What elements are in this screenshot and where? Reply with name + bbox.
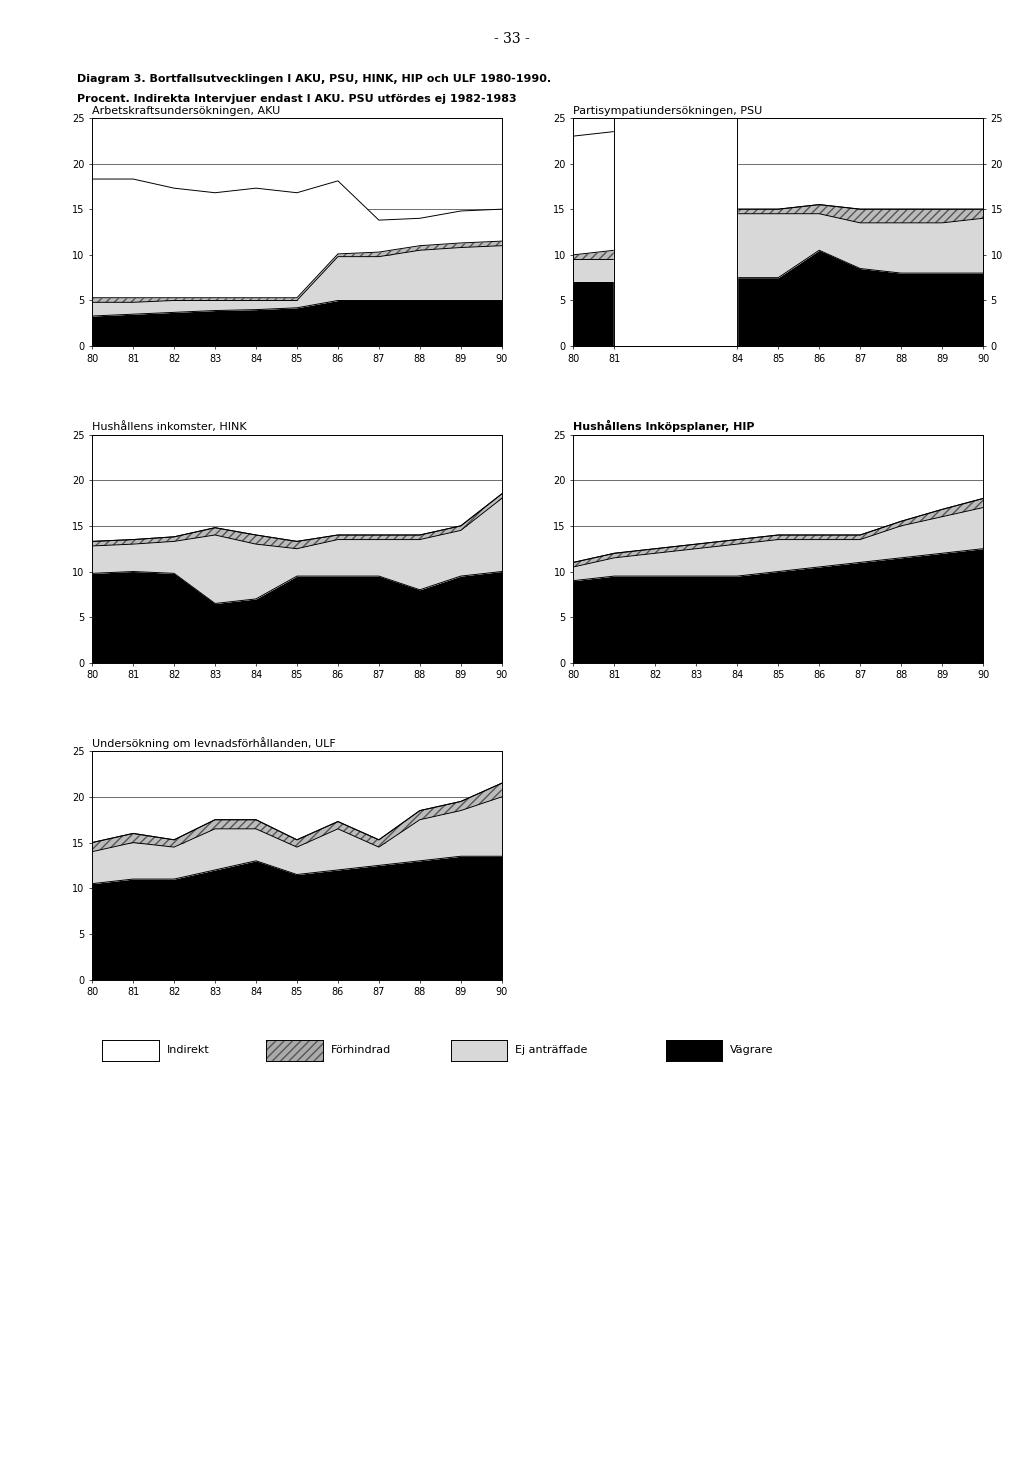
Text: Diagram 3. Bortfallsutvecklingen I AKU, PSU, HINK, HIP och ULF 1980-1990.: Diagram 3. Bortfallsutvecklingen I AKU, … <box>77 74 551 84</box>
Text: Undersökning om levnadsförhållanden, ULF: Undersökning om levnadsförhållanden, ULF <box>92 736 336 750</box>
Text: Indirekt: Indirekt <box>167 1046 210 1055</box>
Text: Arbetskraftsundersökningen, AKU: Arbetskraftsundersökningen, AKU <box>92 106 281 116</box>
Text: Hushållens Inköpsplaner, HIP: Hushållens Inköpsplaner, HIP <box>573 420 755 433</box>
Text: Procent. Indirekta Intervjuer endast I AKU. PSU utfördes ej 1982-1983: Procent. Indirekta Intervjuer endast I A… <box>77 94 516 105</box>
Text: Hushållens inkomster, HINK: Hushållens inkomster, HINK <box>92 421 247 433</box>
Text: Vägrare: Vägrare <box>730 1046 773 1055</box>
Text: Partisympatiundersökningen, PSU: Partisympatiundersökningen, PSU <box>573 106 763 116</box>
Bar <box>614 118 737 346</box>
Text: Förhindrad: Förhindrad <box>331 1046 391 1055</box>
Text: - 33 -: - 33 - <box>495 32 529 47</box>
Text: Ej anträffade: Ej anträffade <box>515 1046 588 1055</box>
